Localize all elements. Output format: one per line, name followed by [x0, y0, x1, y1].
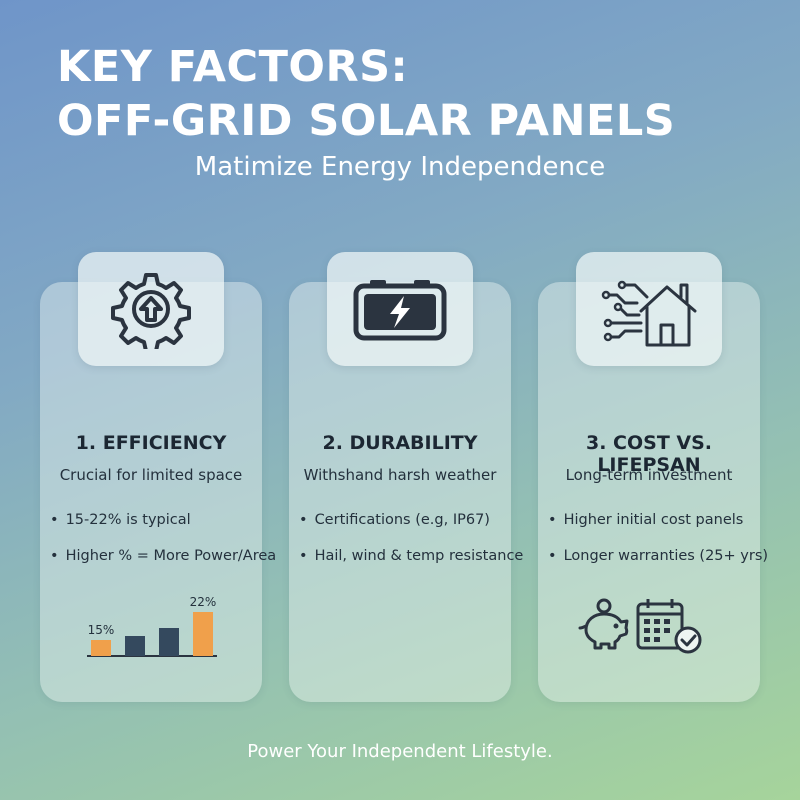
page-subtitle: Matimize Energy Independence	[194, 152, 606, 182]
bullet-item: Longer warranties (25+ yrs)	[548, 546, 769, 582]
chart-bar	[91, 640, 111, 656]
gear-arrow-up-icon	[111, 273, 191, 349]
piggy-bank-coin-icon	[578, 598, 629, 650]
bullet-item: Hail, wind & temp resistance	[299, 546, 524, 582]
page-title: KEY FACTORS: OFF-GRID SOLAR PANELS	[57, 40, 675, 148]
chart-bar	[159, 628, 179, 656]
bullet-item: Higher % = More Power/Area	[50, 546, 277, 582]
bullet-list: Certifications (e.g, IP67) Hail, wind & …	[299, 510, 524, 582]
card-subtitle: Crucial for limited space	[59, 466, 243, 484]
bullet-item: 15-22% is typical	[50, 510, 258, 546]
battery-charging-icon	[353, 280, 447, 341]
title-line-2: OFF-GRID SOLAR PANELS	[57, 96, 676, 146]
chart-bar	[125, 636, 145, 656]
calendar-check-icon	[636, 599, 702, 654]
bullet-list: 15-22% is typical Higher % = More Power/…	[50, 510, 277, 582]
card-title: 1. EFFICIENCY	[75, 432, 227, 454]
card-subtitle: Long-term investment	[565, 466, 733, 484]
card-title: 3. COST VS. LIFEPSAN	[585, 432, 712, 476]
smart-home-icon	[601, 280, 697, 347]
title-line-1: KEY FACTORS:	[57, 42, 409, 92]
efficiency-icon-tile	[78, 252, 224, 366]
chart-bar	[193, 612, 213, 656]
bullet-list: Higher initial cost panels Longer warran…	[548, 510, 769, 582]
bullet-item: Certifications (e.g, IP67)	[299, 510, 507, 546]
bullet-item: Higher initial cost panels	[548, 510, 756, 546]
card-title: 2. DURABILITY	[322, 432, 478, 454]
efficiency-bar-chart: 15% 22%	[87, 595, 217, 657]
footer-tagline: Power Your Independent Lifestyle.	[247, 741, 553, 762]
durability-icon-tile	[327, 252, 473, 366]
card-subtitle: Withshand harsh weather	[303, 466, 497, 484]
chart-data-label: 15%	[88, 623, 115, 637]
cost-icon-tile	[576, 252, 722, 366]
chart-data-label: 22%	[190, 595, 217, 609]
